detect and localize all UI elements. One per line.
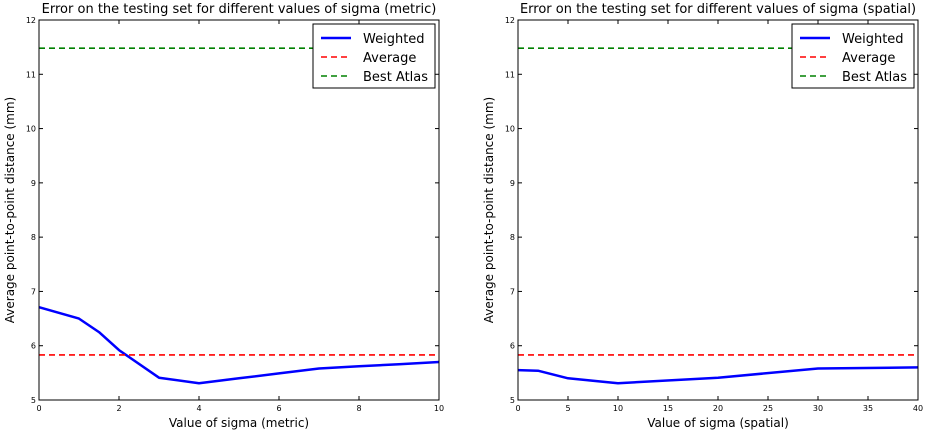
legend-box <box>791 23 915 89</box>
x-tick-label: 20 <box>713 404 723 413</box>
y-tick-label: 11 <box>505 70 515 79</box>
y-tick-label: 12 <box>26 16 36 25</box>
x-tick-label: 10 <box>434 404 444 413</box>
y-tick-label: 8 <box>510 233 515 242</box>
y-tick-label: 7 <box>31 287 36 296</box>
legend-label: Best Atlas <box>842 70 907 85</box>
x-tick-label: 0 <box>515 404 520 413</box>
x-tick-label: 35 <box>863 404 873 413</box>
series-line-weighted <box>38 305 440 385</box>
y-tick-label: 8 <box>31 233 36 242</box>
legend-label: Average <box>363 51 416 66</box>
x-tick-label: 8 <box>356 404 361 413</box>
x-axis-label: Value of sigma (spatial) <box>647 416 789 430</box>
legend-label: Weighted <box>363 32 425 47</box>
x-tick-label: 2 <box>116 404 121 413</box>
legend-label: Weighted <box>842 32 904 47</box>
x-tick-label: 6 <box>276 404 281 413</box>
y-tick-label: 12 <box>505 16 515 25</box>
x-tick-label: 5 <box>565 404 570 413</box>
plot-frame <box>38 19 440 401</box>
x-axis-label: Value of sigma (metric) <box>169 416 309 430</box>
legend: Weighted Average Best Atlas <box>312 23 436 89</box>
chart-title: Error on the testing set for different v… <box>520 2 916 17</box>
x-tick-label: 0 <box>36 404 41 413</box>
y-tick-label: 9 <box>510 179 515 188</box>
x-tick-label: 10 <box>613 404 623 413</box>
y-tick-label: 10 <box>26 125 36 134</box>
legend-label: Average <box>842 51 895 66</box>
legend-box <box>312 23 436 89</box>
y-tick-label: 11 <box>26 70 36 79</box>
y-tick-label: 5 <box>31 396 36 405</box>
y-tick-label: 6 <box>31 342 36 351</box>
y-tick-label: 9 <box>31 179 36 188</box>
x-tick-label: 40 <box>913 404 923 413</box>
x-tick-label: 25 <box>763 404 773 413</box>
legend-label: Best Atlas <box>363 70 428 85</box>
y-axis-label: Average point-to-point distance (mm) <box>3 97 17 323</box>
x-tick-label: 15 <box>663 404 673 413</box>
chart-panel-2: Error on the testing set for different v… <box>482 2 923 430</box>
x-tick-label: 4 <box>196 404 201 413</box>
chart-panel-1: Error on the testing set for different v… <box>3 2 444 430</box>
y-tick-label: 6 <box>510 342 515 351</box>
y-axis-label: Average point-to-point distance (mm) <box>482 97 496 323</box>
legend: Weighted Average Best Atlas <box>791 23 915 89</box>
x-tick-label: 30 <box>813 404 823 413</box>
chart-title: Error on the testing set for different v… <box>42 2 437 17</box>
y-tick-label: 10 <box>505 125 515 134</box>
y-tick-label: 5 <box>510 396 515 405</box>
series-line-weighted <box>517 366 919 385</box>
y-tick-label: 7 <box>510 287 515 296</box>
